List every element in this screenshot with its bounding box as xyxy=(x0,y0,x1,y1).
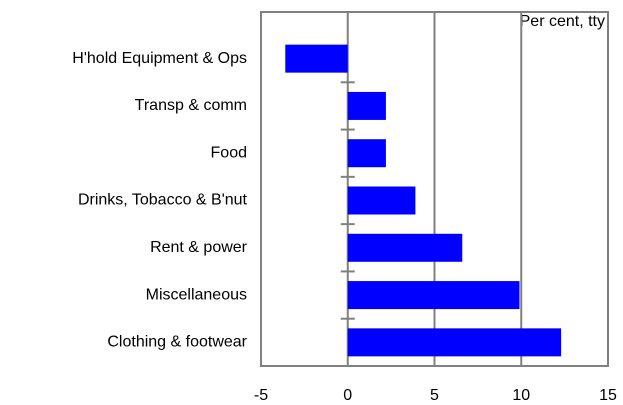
x-tick-label: -5 xyxy=(254,387,268,404)
y-tick-label: Rent & power xyxy=(150,239,248,256)
annotation: Per cent, tty xyxy=(520,13,605,30)
bar xyxy=(347,328,562,357)
y-tick-label: Drinks, Tobacco & B'nut xyxy=(78,192,248,209)
bar xyxy=(347,186,416,215)
bar xyxy=(347,139,386,168)
x-tick-label: 15 xyxy=(599,387,617,404)
y-tick-label: Transp & comm xyxy=(135,97,247,114)
bar xyxy=(285,44,348,73)
x-tick-label: 5 xyxy=(430,387,439,404)
bar xyxy=(347,281,520,310)
bar xyxy=(347,91,386,120)
y-tick-label: Food xyxy=(211,144,247,161)
y-tick-label: Clothing & footwear xyxy=(107,334,247,351)
x-tick-label: 0 xyxy=(343,387,352,404)
y-tick-label: Miscellaneous xyxy=(146,286,247,303)
x-tick-label: 10 xyxy=(512,387,530,404)
bar xyxy=(347,233,463,262)
y-tick-label: H'hold Equipment & Ops xyxy=(72,50,247,67)
